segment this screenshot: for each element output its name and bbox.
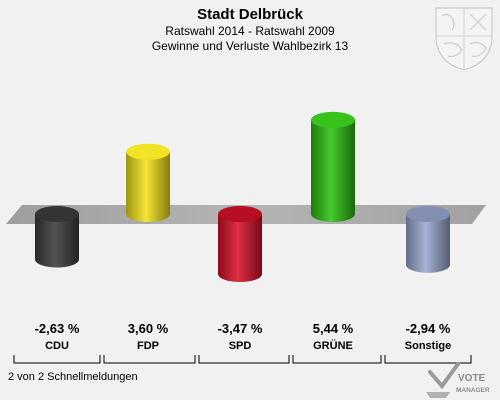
value-label-gr-ne: 5,44 % [313,321,354,336]
value-label-cdu: -2,63 % [35,321,80,336]
labels-group: -2,63 % CDU 3,60 % FDP -3,47 % SPD 5,44 % GRÜNE… [13,321,472,364]
value-label-fdp: 3,60 % [128,321,169,336]
value-label-spd: -3,47 % [218,321,263,336]
chart-title: Stadt Delbrück [197,6,304,23]
footer-note: 2 von 2 Schnellmeldungen [8,371,138,383]
bars-group [35,111,450,283]
value-label-sonstige: -2,94 % [406,321,451,336]
bar-cdu [35,206,79,268]
chart-subtitle-secondary: Gewinne und Verluste Wahlbezirk 13 [152,39,349,53]
bar-cap-sonstige [406,206,450,222]
bar-spd [218,206,262,283]
bar-body-cdu [35,214,79,268]
bar-cap-fdp [126,143,170,160]
category-bracket-spd [198,355,290,364]
logo-text-vote: VOTE [458,373,486,384]
logo-text-manager: MANAGER [456,387,490,394]
category-label-sonstige: Sonstige [405,340,451,352]
category-bracket-sonstige [384,355,472,364]
category-bracket-cdu [13,355,101,364]
coat-of-arms-icon [435,7,493,71]
category-label-fdp: FDP [137,340,159,352]
chart-subtitle: Ratswahl 2014 - Ratswahl 2009 [165,24,335,38]
category-label-spd: SPD [229,340,252,352]
bar-cap-gr-ne [311,111,355,128]
bar-body-spd [218,214,262,283]
bar-body-sonstige [406,214,450,273]
vote-manager-logo: VOTE MANAGER [426,362,490,398]
category-label-cdu: CDU [45,340,69,352]
category-bracket-gr-ne [292,355,382,364]
bar-fdp [126,143,170,222]
bar-body-fdp [126,151,170,222]
category-label-gr-ne: GRÜNE [313,339,353,352]
bar-sonstige [406,206,450,273]
bar-cap-cdu [35,206,79,222]
bar-cap-spd [218,206,262,222]
bar-gr-ne [311,111,355,222]
category-bracket-fdp [103,355,196,364]
bar-body-gr-ne [311,119,355,222]
